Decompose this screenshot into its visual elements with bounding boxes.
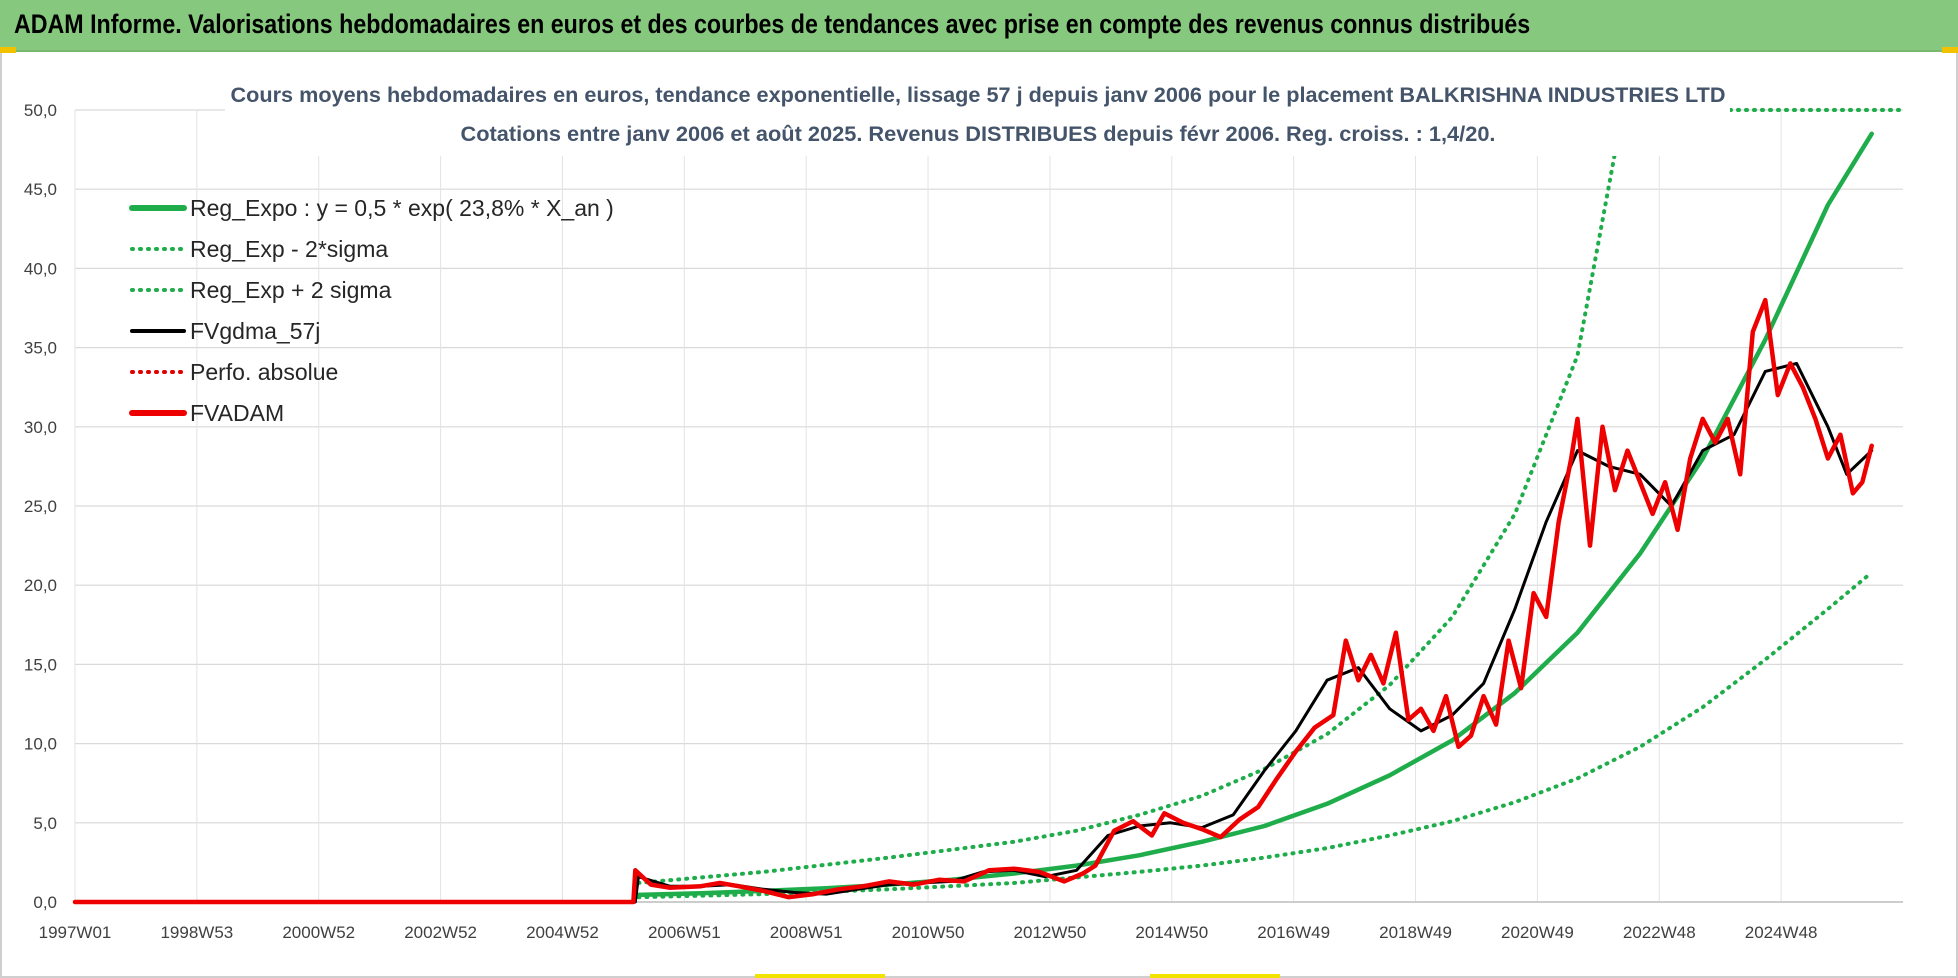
legend-label: FVADAM [190, 400, 284, 426]
y-tick-label: 30,0 [24, 418, 57, 437]
x-axis-ticks: 1997W01 1998W53 2000W52 2002W52 2004W52 2006W… [39, 923, 1818, 942]
chart-title-block: Cours moyens hebdomadaires en euros, ten… [225, 74, 1730, 156]
series-line [72, 297, 1874, 905]
x-tick-label: 2000W52 [282, 923, 355, 942]
chart-subtitle: Cotations entre janv 2006 et août 2025. … [461, 123, 1496, 146]
x-tick-label: 2022W48 [1623, 923, 1696, 942]
y-tick-label: 45,0 [24, 180, 57, 199]
header-bar: ADAM Informe. Valorisations hebdomadaire… [0, 0, 1958, 52]
corner-mark-right [1942, 47, 1958, 53]
chart-title: Cours moyens hebdomadaires en euros, ten… [231, 84, 1726, 107]
header-title: ADAM Informe. Valorisations hebdomadaire… [14, 9, 1531, 39]
x-tick-label: 2014W50 [1135, 923, 1208, 942]
corner-mark-left [0, 47, 16, 53]
x-tick-label: 2024W48 [1745, 923, 1818, 942]
legend-label: Reg_Exp + 2 sigma [190, 277, 392, 303]
legend-label: Reg_Exp - 2*sigma [190, 236, 388, 262]
y-tick-label: 10,0 [24, 735, 57, 754]
series-line [636, 570, 1874, 900]
y-tick-label: 25,0 [24, 497, 57, 516]
x-tick-label: 2018W49 [1379, 923, 1452, 942]
x-tick-label: 2002W52 [404, 923, 477, 942]
y-tick-label: 15,0 [24, 655, 57, 674]
bottom-mark-1 [755, 974, 885, 978]
x-tick-label: 2012W50 [1014, 923, 1087, 942]
y-tick-label: 20,0 [24, 576, 57, 595]
series-line [636, 131, 1874, 898]
legend-label: Perfo. absolue [190, 359, 338, 385]
y-axis-ticks: 0,0 5,0 10,0 15,0 20,0 25,0 30,0 35,0 40,0 45,0 50… [24, 101, 57, 912]
y-tick-label: 35,0 [24, 339, 57, 358]
y-tick-label: 0,0 [33, 893, 57, 912]
legend-label: Reg_Expo : y = 0,5 * exp( 23,8% * X_an ) [190, 195, 614, 221]
series-line [636, 150, 1617, 885]
y-tick-label: 50,0 [24, 101, 57, 120]
x-tick-label: 2008W51 [770, 923, 843, 942]
x-tick-label: 2016W49 [1257, 923, 1330, 942]
legend-label: FVgdma_57j [190, 318, 320, 344]
y-tick-label: 40,0 [24, 259, 57, 278]
legend: Reg_Expo : y = 0,5 * exp( 23,8% * X_an )… [129, 195, 614, 426]
bottom-mark-2 [1150, 974, 1280, 978]
x-tick-label: 1997W01 [39, 923, 112, 942]
x-tick-label: 2006W51 [648, 923, 721, 942]
x-tick-label: 2010W50 [892, 923, 965, 942]
x-tick-label: 2020W49 [1501, 923, 1574, 942]
grid [74, 109, 1903, 903]
x-tick-label: 2004W52 [526, 923, 599, 942]
y-tick-label: 5,0 [33, 814, 57, 833]
x-tick-label: 1998W53 [160, 923, 233, 942]
series-lines [72, 108, 1905, 905]
chart-title-background [225, 74, 1730, 156]
